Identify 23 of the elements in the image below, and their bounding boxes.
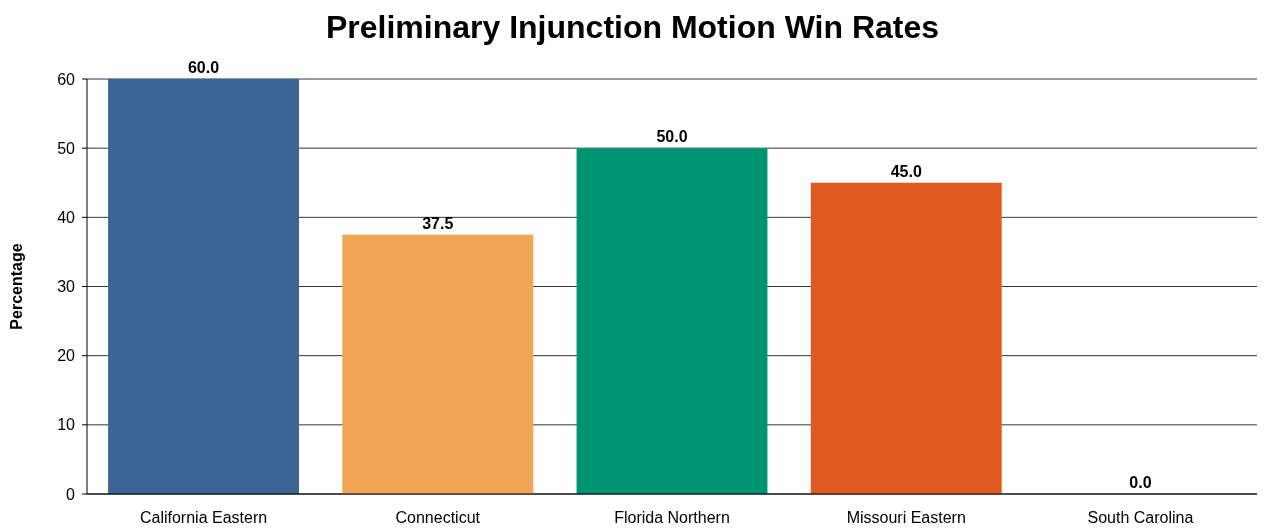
x-tick-label: Connecticut bbox=[395, 509, 481, 526]
chart-title: Preliminary Injunction Motion Win Rates bbox=[325, 9, 940, 45]
bar bbox=[342, 234, 534, 494]
y-tick-label: 40 bbox=[57, 208, 76, 226]
data-label: 37.5 bbox=[422, 214, 454, 232]
data-label: 60.0 bbox=[187, 59, 220, 76]
y-tick-label: 50 bbox=[57, 139, 76, 157]
bar bbox=[576, 148, 768, 494]
bar bbox=[810, 182, 1002, 494]
x-tick-label: Florida Northern bbox=[614, 509, 730, 526]
data-label: 0.0 bbox=[1129, 474, 1152, 491]
y-tick-label: 60 bbox=[57, 70, 76, 88]
y-tick-label: 30 bbox=[57, 278, 76, 296]
data-label: 45.0 bbox=[890, 162, 922, 180]
x-tick-label: South Carolina bbox=[1087, 509, 1194, 526]
x-tick-label: Missouri Eastern bbox=[846, 509, 966, 526]
x-tick-label: California Eastern bbox=[139, 509, 268, 526]
y-tick-label: 10 bbox=[57, 416, 76, 434]
bar bbox=[108, 79, 299, 494]
y-tick-label: 20 bbox=[57, 347, 76, 365]
y-axis-title: Percentage bbox=[8, 243, 25, 330]
data-label: 50.0 bbox=[656, 128, 688, 146]
y-tick-label: 0 bbox=[66, 485, 76, 503]
